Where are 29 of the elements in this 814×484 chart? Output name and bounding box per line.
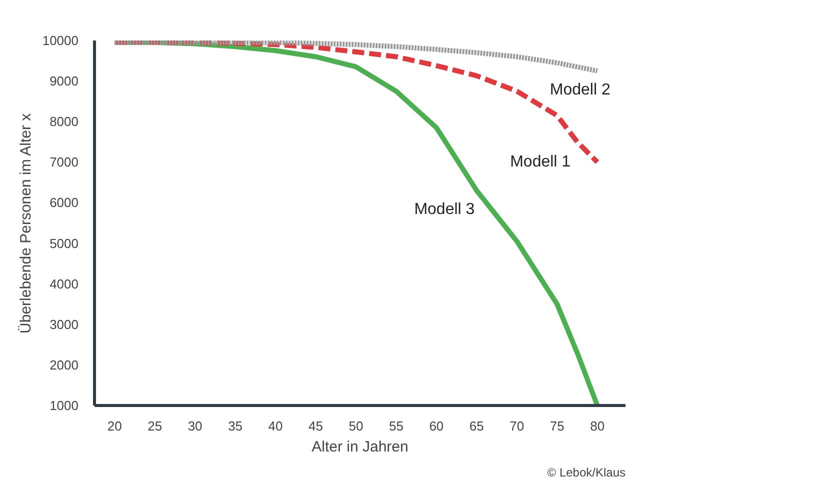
text: © Lebok/Klaus [547, 466, 626, 480]
x-tick-label: 25 [148, 418, 162, 434]
x-tick-label: 75 [550, 418, 564, 434]
y-tick-label: 4000 [50, 276, 78, 292]
x-tick-label: 50 [348, 418, 364, 434]
y-tick-label: 3000 [50, 316, 78, 332]
x-tick-label: 30 [188, 418, 202, 434]
series-label: Modell 3 [414, 201, 475, 218]
y-tick-label: 1000 [50, 398, 78, 413]
x-tick-label: 20 [107, 418, 122, 434]
x-tick-label: 55 [388, 418, 404, 434]
y-tick-label: 7000 [50, 154, 78, 170]
y-tick-label: 9000 [50, 74, 78, 89]
x-tick-label: 35 [228, 418, 243, 434]
x-tick-label: 45 [308, 418, 323, 434]
y-tick-label: 6000 [50, 195, 78, 210]
x-tick-label: 65 [469, 418, 484, 434]
y-tick-label: 5000 [50, 236, 78, 251]
series-label: Modell 1 [510, 154, 571, 171]
x-tick-label: 70 [510, 418, 524, 434]
x-axis-title: Alter in Jahren [312, 438, 408, 456]
x-tick-label: 40 [268, 418, 283, 434]
y-tick-label: 2000 [50, 357, 78, 372]
y-tick-label: 10000 [42, 33, 79, 48]
x-tick-label: 60 [429, 418, 444, 434]
y-axis-title: Überlebende Personen im Alter x [17, 112, 34, 334]
series-label: Modell 2 [550, 81, 610, 98]
y-tick-label: 8000 [50, 114, 78, 130]
x-tick-label: 80 [590, 418, 605, 434]
